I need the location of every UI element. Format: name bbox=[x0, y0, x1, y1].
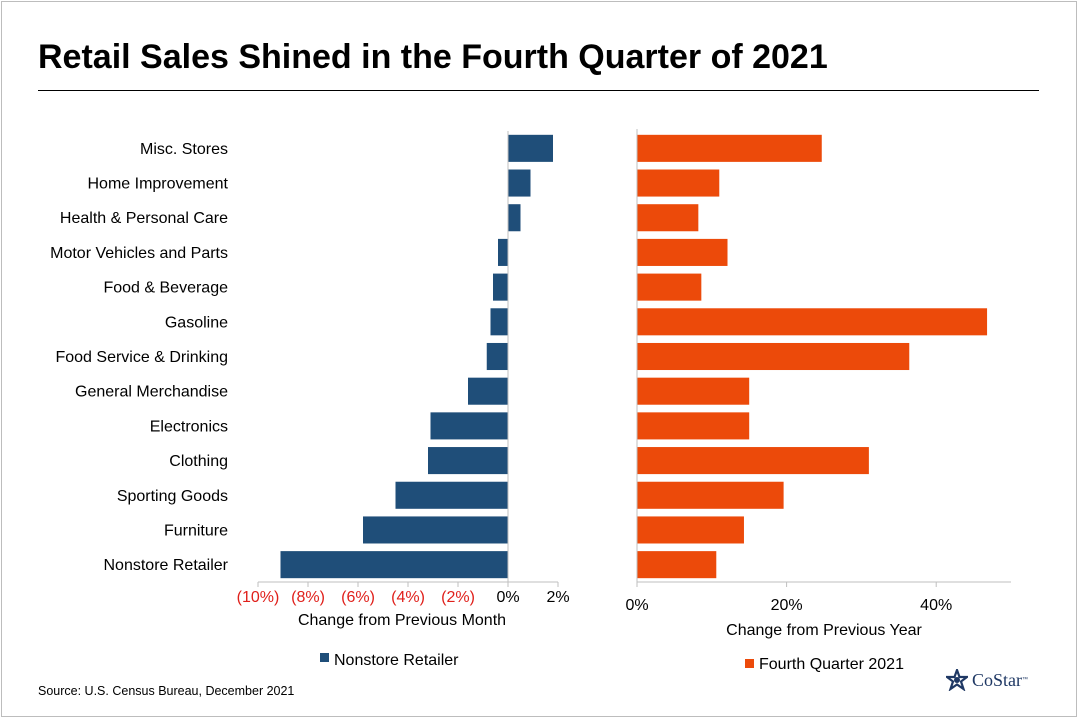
monthly-bar-home-improvement bbox=[508, 169, 531, 197]
yearly-tick-label: 40% bbox=[920, 597, 952, 614]
page-title: Retail Sales Shined in the Fourth Quarte… bbox=[38, 38, 828, 76]
title-divider bbox=[38, 90, 1039, 91]
monthly-bar-motor-vehicles-and-parts bbox=[498, 238, 508, 266]
monthly-change-chart: Misc. Stores Home Improvement Health & Per… bbox=[50, 131, 570, 669]
yearly-tick-label: 0% bbox=[625, 597, 648, 614]
costar-logo: CoStar ™ bbox=[946, 669, 1028, 691]
monthly-legend: Nonstore Retailer bbox=[320, 652, 459, 669]
category-label-health-and-personal-care: Health & Personal Care bbox=[60, 210, 228, 227]
yearly-bar-home-improvement bbox=[637, 169, 720, 197]
yearly-bar-sporting-goods bbox=[637, 481, 784, 509]
yearly-bar-misc-stores bbox=[637, 134, 822, 162]
monthly-tick-label: 0% bbox=[496, 589, 519, 606]
logo-trademark: ™ bbox=[1022, 677, 1029, 683]
category-label-food-and-beverage: Food & Beverage bbox=[103, 280, 228, 297]
yearly-bar-health-and-personal-care bbox=[637, 204, 699, 232]
category-label-sporting-goods: Sporting Goods bbox=[117, 488, 228, 505]
yearly-bar-clothing bbox=[637, 447, 869, 475]
yearly-legend-swatch bbox=[745, 659, 754, 668]
monthly-axis: (10%) (8%) (6%) (4%) (2%) 0% 2% bbox=[237, 131, 570, 606]
yearly-bar-nonstore-retailer bbox=[637, 551, 717, 579]
monthly-bar-misc-stores bbox=[508, 134, 553, 162]
yearly-change-chart: 0% 20% 40% Change from Previous Year Fourt… bbox=[625, 129, 1011, 673]
logo-text: CoStar bbox=[972, 669, 1023, 690]
category-label-gasoline: Gasoline bbox=[165, 314, 228, 331]
monthly-tick-label: (6%) bbox=[341, 589, 375, 606]
monthly-bar-health-and-personal-care bbox=[508, 204, 521, 232]
category-label-nonstore-retailer: Nonstore Retailer bbox=[104, 557, 229, 574]
source-note: Source: U.S. Census Bureau, December 202… bbox=[38, 684, 295, 698]
category-label-clothing: Clothing bbox=[169, 453, 228, 470]
monthly-tick-label: (10%) bbox=[237, 589, 280, 606]
yearly-legend-label: Fourth Quarter 2021 bbox=[759, 656, 904, 673]
yearly-bars bbox=[637, 134, 988, 579]
yearly-legend: Fourth Quarter 2021 bbox=[745, 656, 904, 673]
monthly-axis-title: Change from Previous Month bbox=[298, 612, 506, 629]
category-label-general-merchandise: General Merchandise bbox=[75, 384, 228, 401]
yearly-bar-gasoline bbox=[637, 308, 988, 336]
category-label-misc-stores: Misc. Stores bbox=[140, 141, 228, 158]
monthly-tick-label: (4%) bbox=[391, 589, 425, 606]
yearly-bar-food-service-and-drinking bbox=[637, 342, 910, 371]
monthly-bar-general-merchandise bbox=[468, 377, 508, 405]
category-label-food-service-and-drinking: Food Service & Drinking bbox=[55, 349, 228, 366]
yearly-bar-furniture bbox=[637, 516, 744, 544]
monthly-tick-label: (2%) bbox=[441, 589, 475, 606]
yearly-bar-motor-vehicles-and-parts bbox=[637, 238, 728, 266]
monthly-legend-swatch bbox=[320, 653, 329, 662]
yearly-tick-label: 20% bbox=[771, 597, 803, 614]
monthly-tick-label: 2% bbox=[546, 589, 569, 606]
category-label-home-improvement: Home Improvement bbox=[88, 176, 229, 193]
monthly-tick-label: (8%) bbox=[291, 589, 325, 606]
yearly-axis-title: Change from Previous Year bbox=[726, 622, 922, 639]
monthly-bar-food-service-and-drinking bbox=[486, 342, 508, 371]
monthly-bar-clothing bbox=[428, 447, 508, 475]
monthly-bars bbox=[280, 134, 553, 579]
monthly-bar-furniture bbox=[363, 516, 508, 544]
monthly-bar-electronics bbox=[430, 412, 508, 440]
monthly-bar-nonstore-retailer bbox=[280, 551, 508, 579]
yearly-bar-food-and-beverage bbox=[637, 273, 702, 301]
category-labels: Misc. Stores Home Improvement Health & Per… bbox=[50, 141, 229, 574]
yearly-axis: 0% 20% 40% bbox=[625, 129, 1011, 614]
yearly-bar-electronics bbox=[637, 412, 750, 440]
monthly-bar-food-and-beverage bbox=[493, 273, 508, 301]
yearly-bar-general-merchandise bbox=[637, 377, 750, 405]
monthly-legend-label: Nonstore Retailer bbox=[334, 652, 459, 669]
monthly-bar-gasoline bbox=[490, 308, 508, 336]
category-label-motor-vehicles-and-parts: Motor Vehicles and Parts bbox=[50, 245, 228, 262]
costar-star-icon bbox=[946, 669, 968, 691]
category-label-furniture: Furniture bbox=[164, 522, 228, 539]
category-label-electronics: Electronics bbox=[150, 418, 228, 435]
monthly-bar-sporting-goods bbox=[395, 481, 508, 509]
